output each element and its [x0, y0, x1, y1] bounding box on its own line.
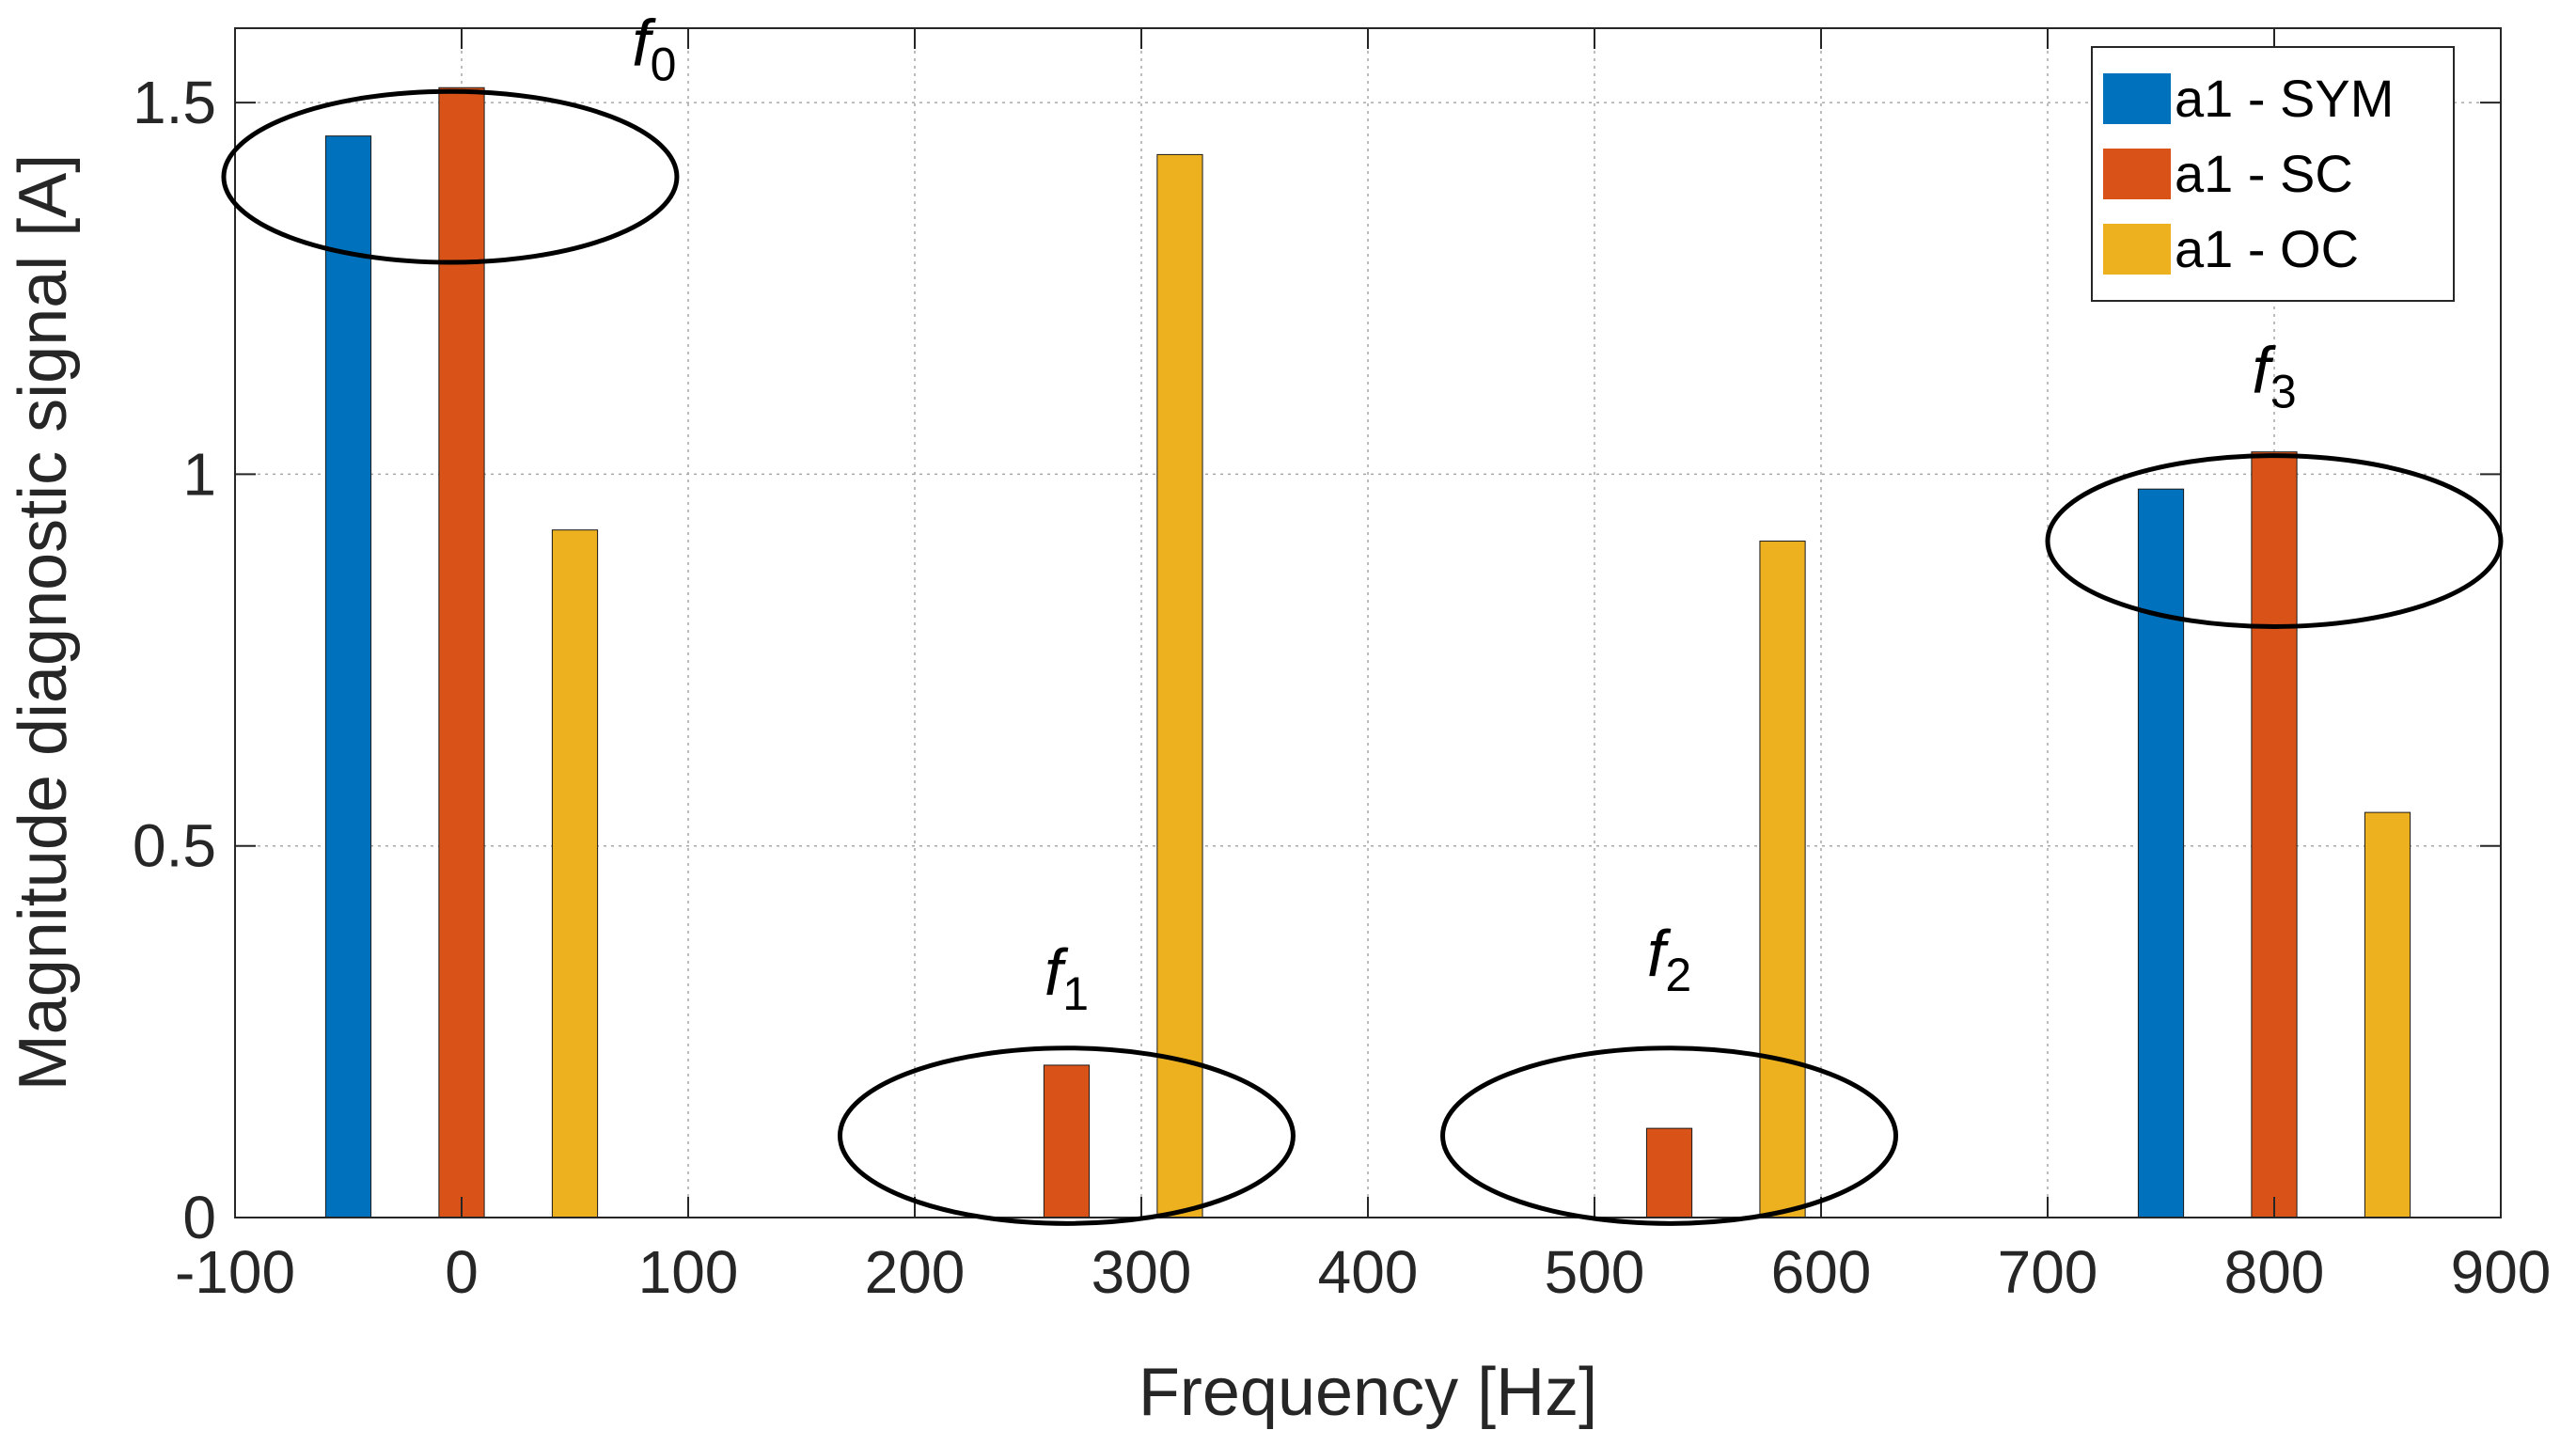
x-tick-label: 400: [1318, 1238, 1419, 1306]
y-tick-label: 0: [182, 1184, 216, 1251]
bar-2-0: [551, 529, 599, 1218]
x-tick-label: 300: [1092, 1238, 1192, 1306]
bar-0-3: [2137, 488, 2185, 1218]
bar-0-0: [324, 135, 372, 1218]
y-tick-label: 0.5: [133, 812, 216, 880]
annotation-ellipse-0: [221, 88, 680, 265]
legend-label-1: a1 - SC: [2175, 144, 2353, 203]
x-tick-label: 700: [1998, 1238, 2098, 1306]
annotation-label-1: f1: [1045, 935, 1089, 1020]
x-tick-label: 900: [2451, 1238, 2552, 1306]
bar-1-3: [2251, 451, 2298, 1218]
legend-label-2: a1 - OC: [2175, 219, 2359, 278]
bar-1-2: [1645, 1127, 1693, 1218]
bar-2-3: [2364, 811, 2411, 1218]
x-tick-label: 600: [1771, 1238, 1872, 1306]
x-tick-label: 200: [865, 1238, 966, 1306]
annotation-ellipse-3: [2045, 453, 2504, 629]
legend-label-0: a1 - SYM: [2175, 69, 2394, 128]
y-tick-label: 1.5: [133, 69, 216, 136]
y-axis-label: Magnitude diagnostic signal [A]: [6, 154, 81, 1092]
x-tick-label: -100: [175, 1238, 295, 1306]
x-tick-label: 800: [2224, 1238, 2325, 1306]
bar-2-2: [1759, 541, 1806, 1218]
bar-1-0: [438, 86, 485, 1218]
annotation-ellipse-1: [837, 1045, 1296, 1226]
annotation-ellipse-2: [1440, 1045, 1899, 1226]
bar-1-1: [1043, 1064, 1091, 1218]
legend-swatch-2: [2103, 224, 2171, 275]
annotation-label-0: f0: [632, 7, 676, 91]
x-axis-label: Frequency [Hz]: [1139, 1355, 1597, 1430]
legend-swatch-1: [2103, 149, 2171, 199]
x-axis: -100 0 100 200 300 400 500 600 700 800 900: [175, 28, 2551, 1306]
legend: a1 - SYM a1 - SC a1 - OC: [2091, 46, 2455, 302]
x-tick-label: 0: [445, 1238, 479, 1306]
y-axis: 0 0.5 1 1.5: [133, 69, 2501, 1251]
y-tick-label: 1: [182, 440, 216, 508]
x-tick-label: 500: [1545, 1238, 1645, 1306]
bars: [324, 86, 2411, 1218]
x-tick-label: 100: [638, 1238, 739, 1306]
legend-swatch-0: [2103, 73, 2171, 124]
bar-2-1: [1156, 153, 1203, 1218]
